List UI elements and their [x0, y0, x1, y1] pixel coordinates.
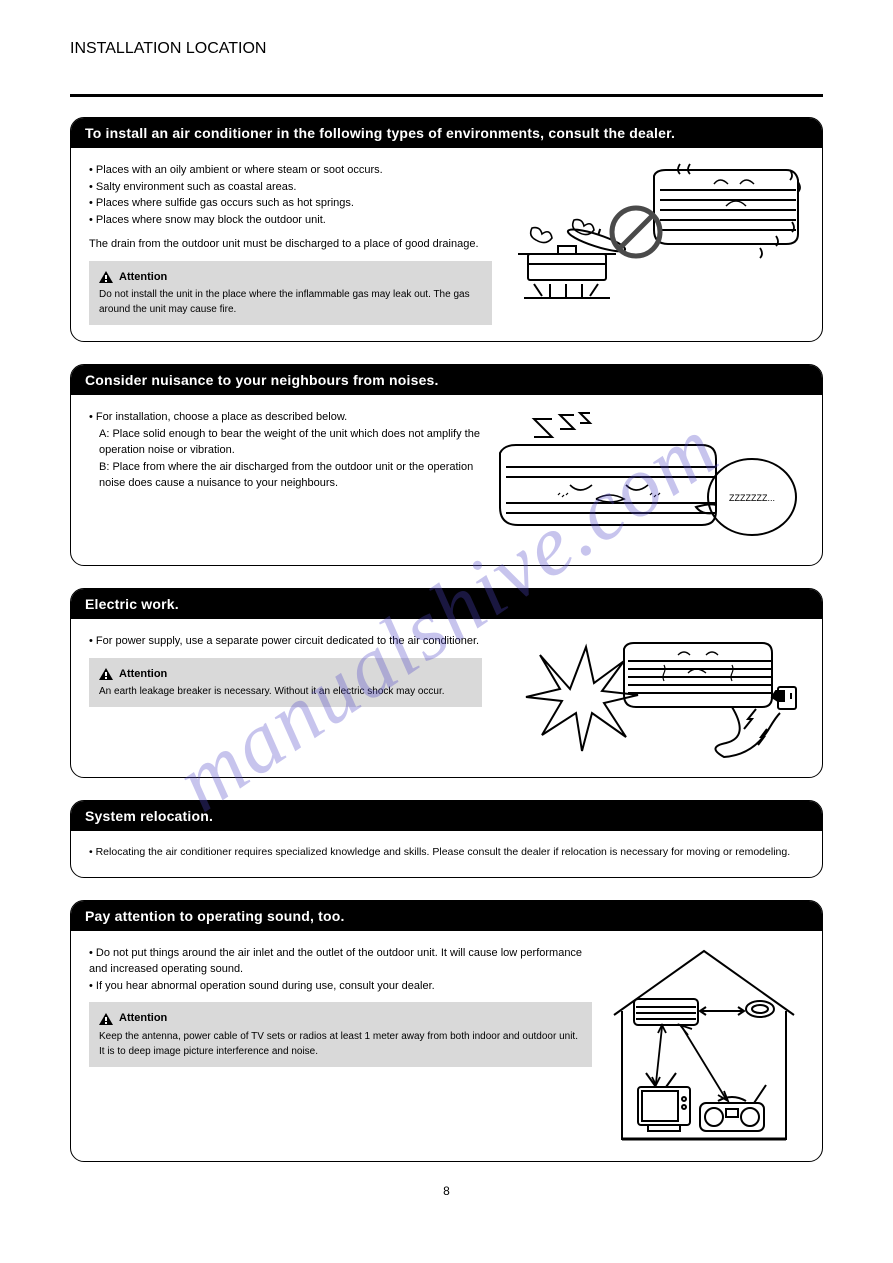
card-heading: To install an air conditioner in the fol… [71, 118, 822, 148]
list-item: • For power supply, use a separate power… [89, 633, 482, 650]
card-bullets: • For power supply, use a separate power… [89, 633, 482, 650]
card-wiring: Electric work. • For power supply, use a… [70, 588, 823, 778]
card-heading: Pay attention to operating sound, too. [71, 901, 822, 931]
title-rule [70, 94, 823, 97]
card-bullets: • Do not put things around the air inlet… [89, 945, 592, 995]
page-title: INSTALLATION LOCATION [70, 40, 823, 66]
note-text: Keep the antenna, power cable of TV sets… [99, 1029, 582, 1059]
attention-note: Attention Do not install the unit in the… [89, 261, 492, 326]
figure-house-interference [604, 945, 804, 1145]
card-heading: System relocation. [71, 801, 822, 831]
card-heading: Consider nuisance to your neighbours fro… [71, 365, 822, 395]
note-text: Do not install the unit in the place whe… [99, 287, 482, 317]
card-tv: Pay attention to operating sound, too. •… [70, 900, 823, 1162]
card-noise: Consider nuisance to your neighbours fro… [70, 364, 823, 566]
card-relocation: System relocation. • Relocating the air … [70, 800, 823, 878]
attention-note: Attention Keep the antenna, power cable … [89, 1002, 592, 1067]
note-text: An earth leakage breaker is necessary. W… [99, 684, 472, 699]
attention-note: Attention An earth leakage breaker is ne… [89, 658, 482, 708]
figure-steam-unit [504, 162, 804, 312]
list-item: • If you hear abnormal operation sound d… [89, 978, 592, 995]
card-oil-mist: To install an air conditioner in the fol… [70, 117, 823, 342]
figure-sleeping-unit: ZZZZZZZ... [494, 409, 804, 549]
note-label: Attention [119, 269, 167, 286]
page: INSTALLATION LOCATION To install an air … [0, 0, 893, 1228]
list-item: • Do not put things around the air inlet… [89, 945, 592, 978]
note-label: Attention [119, 666, 167, 683]
card-bullets: • Places with an oily ambient or where s… [89, 162, 492, 228]
card-bullets: • Relocating the air conditioner require… [89, 845, 804, 861]
list-item: • Places where snow may block the outdoo… [89, 212, 492, 229]
warning-icon [99, 1013, 113, 1025]
list-item: A: Place solid enough to bear the weight… [89, 426, 482, 459]
list-item: • Salty environment such as coastal area… [89, 179, 492, 196]
list-item: • Places with an oily ambient or where s… [89, 162, 492, 179]
card-after: The drain from the outdoor unit must be … [89, 236, 492, 253]
list-item: B: Place from where the air discharged f… [89, 459, 482, 492]
list-item: • Relocating the air conditioner require… [89, 845, 804, 861]
list-item: • Places where sulfide gas occurs such a… [89, 195, 492, 212]
warning-icon [99, 271, 113, 283]
figure-spark-unit [494, 633, 804, 761]
note-label: Attention [119, 1010, 167, 1027]
warning-icon [99, 668, 113, 680]
list-item: • For installation, choose a place as de… [89, 409, 482, 426]
card-heading: Electric work. [71, 589, 822, 619]
speech-text: ZZZZZZZ... [729, 493, 775, 503]
card-bullets: • For installation, choose a place as de… [89, 409, 482, 492]
page-number: 8 [70, 1184, 823, 1198]
